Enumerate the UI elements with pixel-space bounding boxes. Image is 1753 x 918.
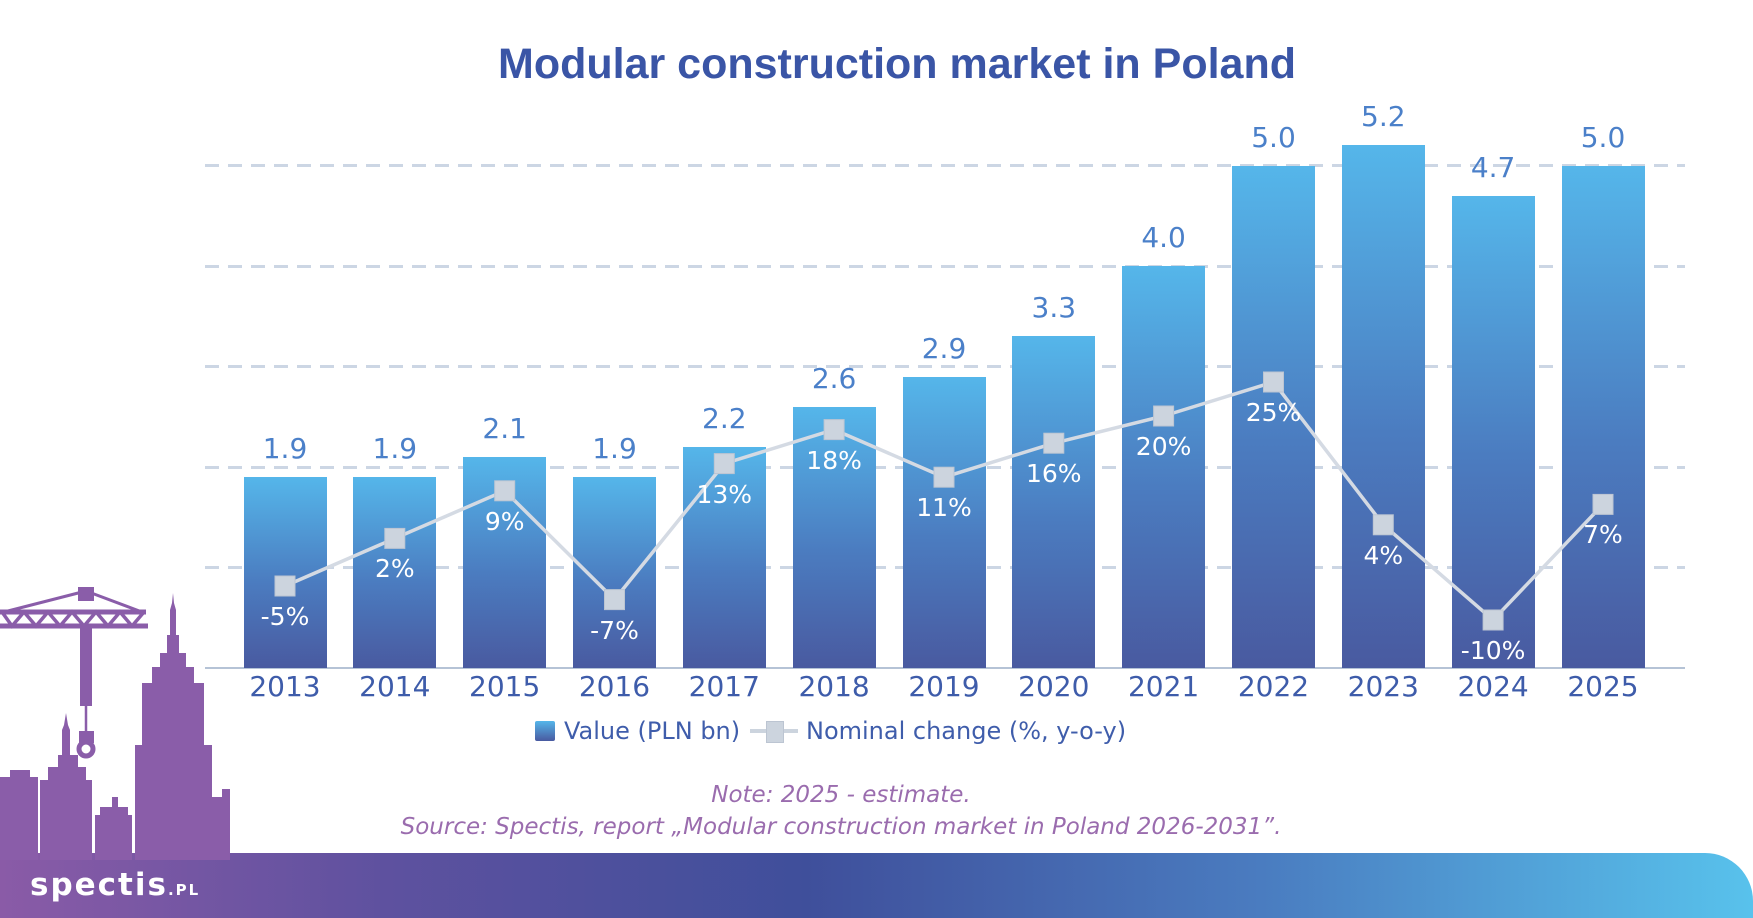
change-marker-2013 bbox=[274, 575, 296, 597]
change-marker-2024 bbox=[1482, 609, 1504, 631]
bar-value-label: 2.1 bbox=[482, 411, 527, 445]
bar-value-label: 2.6 bbox=[811, 361, 857, 395]
legend-bar-label: Value (PLN bn) bbox=[564, 717, 741, 745]
bar-value-label: 1.9 bbox=[262, 432, 308, 466]
crane-silhouette bbox=[0, 587, 148, 759]
pct-label-2013: -5% bbox=[260, 602, 310, 631]
pct-label-2020: 16% bbox=[1026, 459, 1082, 489]
x-axis-label-2025: 2025 bbox=[1567, 670, 1639, 703]
bar-value-label: 4.7 bbox=[1470, 150, 1516, 184]
change-marker-2018 bbox=[823, 419, 845, 441]
pct-label-2021: 20% bbox=[1135, 432, 1192, 461]
pct-label-2014: 2% bbox=[374, 554, 415, 584]
change-marker-2020 bbox=[1043, 432, 1065, 454]
bar-2014 bbox=[353, 477, 437, 668]
x-axis-label-2019: 2019 bbox=[908, 670, 980, 703]
change-marker-2023 bbox=[1372, 514, 1394, 536]
x-axis-label-2017: 2017 bbox=[688, 670, 760, 703]
x-axis-label-2016: 2016 bbox=[578, 670, 651, 703]
city-skyline-silhouette bbox=[0, 587, 230, 860]
gridline-4 bbox=[205, 264, 1685, 268]
buildings-silhouette bbox=[0, 593, 230, 860]
bar-2021 bbox=[1122, 266, 1206, 668]
pct-label-2024: -10% bbox=[1460, 636, 1526, 665]
pct-label-2025: 7% bbox=[1583, 520, 1623, 550]
change-marker-2014 bbox=[384, 527, 406, 549]
x-axis-label-2018: 2018 bbox=[798, 670, 870, 703]
bar-value-label: 2.9 bbox=[921, 331, 967, 365]
pct-label-2017: 13% bbox=[696, 479, 753, 509]
gridline-5 bbox=[205, 164, 1685, 167]
x-axis-label-2013: 2013 bbox=[249, 670, 321, 703]
pct-label-2016: -7% bbox=[590, 615, 639, 645]
bar-value-label: 1.9 bbox=[372, 432, 418, 466]
change-marker-2019 bbox=[933, 466, 955, 488]
bar-value-label: 2.2 bbox=[702, 401, 747, 435]
x-axis-label-2015: 2015 bbox=[469, 670, 541, 703]
bar-2020 bbox=[1012, 336, 1096, 668]
legend-line-label: Nominal change (%, y-o-y) bbox=[806, 717, 1127, 745]
bar-2025 bbox=[1561, 165, 1645, 668]
x-axis-line bbox=[205, 667, 1685, 669]
x-axis-label-2020: 2020 bbox=[1018, 670, 1090, 703]
change-marker-2025 bbox=[1592, 493, 1614, 515]
pct-label-2015: 9% bbox=[484, 506, 525, 536]
x-axis-label-2023: 2023 bbox=[1347, 670, 1419, 703]
x-axis-label-2024: 2024 bbox=[1457, 670, 1529, 703]
bar-value-label: 3.3 bbox=[1031, 291, 1077, 325]
change-marker-2016 bbox=[604, 589, 625, 611]
legend-bar-swatch bbox=[535, 721, 555, 741]
pct-label-2018: 18% bbox=[806, 445, 862, 475]
source-text: Source: Spectis, report „Modular constru… bbox=[400, 814, 1282, 840]
x-axis-label-2014: 2014 bbox=[359, 670, 431, 703]
pct-label-2022: 25% bbox=[1245, 398, 1302, 427]
x-axis-label-2022: 2022 bbox=[1237, 670, 1310, 703]
bar-value-label: 5.0 bbox=[1580, 120, 1626, 154]
bar-2019 bbox=[902, 376, 986, 668]
logo-brand: spectis bbox=[30, 867, 168, 903]
note-text: Note: 2025 - estimate. bbox=[711, 782, 971, 808]
gridline-3 bbox=[205, 365, 1685, 368]
bar-2017 bbox=[682, 446, 766, 668]
x-axis-label-2021: 2021 bbox=[1127, 670, 1200, 703]
pct-label-2023: 4% bbox=[1363, 540, 1404, 570]
bar-2023 bbox=[1341, 145, 1425, 668]
logo-suffix: .PL bbox=[167, 881, 201, 899]
change-marker-2015 bbox=[494, 480, 516, 502]
pct-label-2019: 11% bbox=[916, 493, 972, 523]
bar-value-label: 4.0 bbox=[1141, 221, 1186, 254]
bar-value-label: 5.2 bbox=[1361, 100, 1406, 134]
change-marker-2017 bbox=[713, 453, 735, 475]
legend-line-swatch bbox=[750, 721, 798, 743]
bar-value-label: 1.9 bbox=[592, 432, 637, 466]
chart-title: Modular construction market in Poland bbox=[498, 40, 1296, 88]
chart-notes: Note: 2025 - estimate. Source: Spectis, … bbox=[0, 779, 1682, 843]
legend-line-marker-icon bbox=[766, 721, 784, 743]
change-marker-2022 bbox=[1263, 371, 1284, 393]
bar-value-label: 5.0 bbox=[1251, 120, 1296, 154]
change-marker-2021 bbox=[1153, 405, 1175, 427]
bar-2018 bbox=[792, 406, 876, 668]
spectis-logo: spectis.PL bbox=[30, 867, 200, 903]
footer-bar: spectis.PL bbox=[0, 853, 1753, 918]
